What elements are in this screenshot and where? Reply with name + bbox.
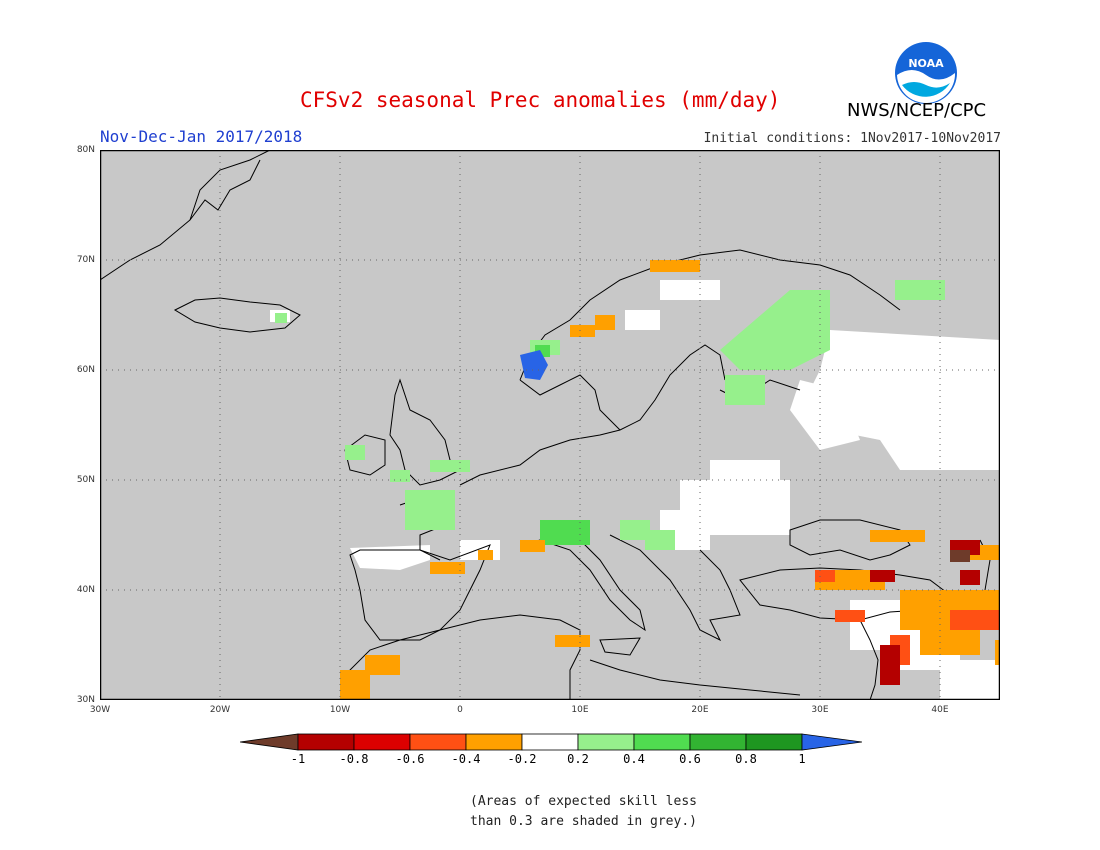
colorbar-left-arrow [240, 733, 299, 751]
skill-note: (Areas of expected skill less than 0.3 a… [470, 792, 697, 832]
colorbar-box [577, 733, 635, 751]
colorbar-label: -0.2 [507, 752, 537, 766]
colorbar-box [409, 733, 467, 751]
lon-label: 40E [931, 705, 949, 715]
lat-label: 40N [76, 585, 95, 595]
agency-label: NWS/NCEP/CPC [847, 100, 987, 121]
colorbar-box [353, 733, 411, 751]
colorbar-box [745, 733, 803, 751]
svg-text:NOAA: NOAA [908, 57, 944, 70]
lon-label: 10E [571, 705, 589, 715]
lon-label: 20W [209, 705, 231, 715]
colorbar-label: -0.4 [451, 752, 481, 766]
dry-extreme-regions [950, 550, 970, 562]
precip-anomaly-map [100, 150, 1000, 700]
lon-label: 30E [811, 705, 829, 715]
colorbar-box [297, 733, 355, 751]
lat-label: 70N [76, 255, 95, 265]
forecast-period: Nov-Dec-Jan 2017/2018 [100, 127, 303, 146]
lon-label: 20E [691, 705, 709, 715]
colorbar-box [465, 733, 523, 751]
lat-label: 60N [76, 365, 95, 375]
lat-label: 80N [76, 145, 95, 155]
colorbar-box [689, 733, 747, 751]
graticule [100, 150, 1000, 700]
wet-extreme-regions [520, 350, 548, 380]
colorbar [240, 733, 862, 751]
colorbar-label: 0.6 [679, 752, 701, 766]
colorbar-label: -0.8 [339, 752, 369, 766]
dry-mid-regions [815, 570, 1000, 665]
colorbar-box [633, 733, 691, 751]
skill-note-line: than 0.3 are shaded in grey.) [470, 814, 697, 829]
colorbar-label: 0.8 [735, 752, 757, 766]
colorbar-label: -0.6 [395, 752, 425, 766]
colorbar-label: 0.4 [623, 752, 645, 766]
colorbar-box [521, 733, 579, 751]
colorbar-label: -1 [290, 752, 306, 766]
noaa-logo: NOAA [895, 42, 957, 104]
colorbar-label: 0.2 [567, 752, 589, 766]
map-frame [100, 150, 1000, 700]
colorbar-label: 1 [798, 752, 806, 766]
colorbar-right-arrow [801, 733, 862, 751]
initial-conditions: Initial conditions: 1Nov2017-10Nov2017 [703, 131, 1001, 146]
map-title: CFSv2 seasonal Prec anomalies (mm/day) [300, 88, 781, 112]
lon-label: 10W [329, 705, 351, 715]
lat-label: 30N [76, 695, 95, 705]
skill-note-line: (Areas of expected skill less [470, 794, 697, 809]
lat-label: 50N [76, 475, 95, 485]
lon-label: 30W [89, 705, 111, 715]
lon-label: 0 [457, 705, 463, 715]
